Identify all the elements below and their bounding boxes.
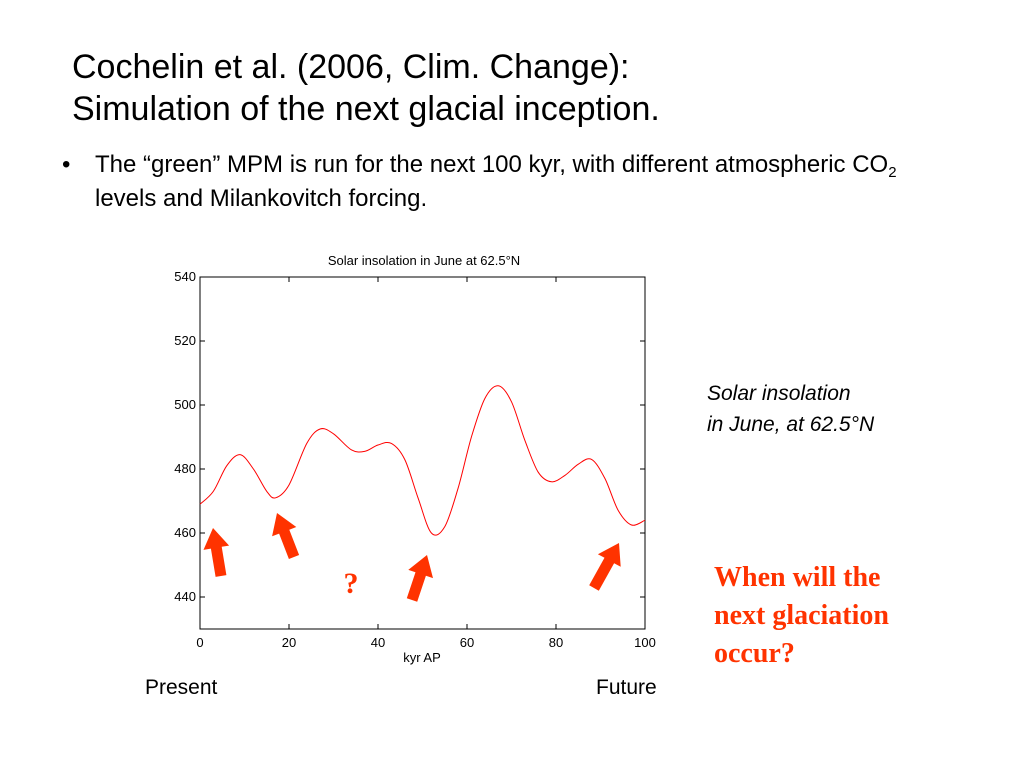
x-axis: 0 20 40 60 80 100 — [196, 277, 656, 650]
caption-line-2: in June, at 62.5°N — [707, 413, 875, 436]
bullet-text-main: The “green” MPM is run for the next 100 … — [95, 151, 889, 178]
x-tick-label: 100 — [634, 635, 656, 650]
red-arrow-icon — [406, 555, 433, 602]
co2-subscript: 2 — [888, 164, 897, 181]
future-label: Future — [596, 676, 657, 699]
chart-title: Solar insolation in June at 62.5°N — [328, 253, 520, 268]
slide-title: Cochelin et al. (2006, Clim. Change): Si… — [72, 46, 660, 130]
caption-line-1: Solar insolation — [707, 382, 851, 405]
present-label: Present — [145, 676, 218, 699]
red-arrow-icon — [203, 528, 230, 577]
chart-caption: Solar insolation in June, at 62.5°N — [707, 378, 874, 440]
plot-frame — [199, 276, 646, 630]
x-axis-label: kyr AP — [403, 650, 441, 665]
x-tick-label: 0 — [196, 635, 203, 650]
bullet-marker: • — [62, 151, 71, 178]
y-tick-label: 480 — [174, 461, 196, 476]
bullet-text: The “green” MPM is run for the next 100 … — [95, 148, 935, 216]
question-line-2: next glaciation — [714, 600, 889, 631]
glaciation-question: When will the next glaciation occur? — [714, 559, 889, 673]
question-line-1: When will the — [714, 562, 881, 593]
x-tick-label: 20 — [282, 635, 296, 650]
y-axis: 440 460 480 500 520 540 — [174, 269, 645, 604]
question-line-3: occur? — [714, 638, 795, 669]
question-mark: ? — [344, 567, 359, 600]
arrows-layer — [203, 513, 621, 602]
title-line-1: Cochelin et al. (2006, Clim. Change): — [72, 48, 630, 86]
x-tick-label: 60 — [460, 635, 474, 650]
insolation-series-line — [199, 385, 646, 536]
bullet-text-end: levels and Milankovitch forcing. — [95, 185, 428, 212]
title-line-2: Simulation of the next glacial inception… — [72, 90, 660, 128]
y-tick-label: 540 — [174, 269, 196, 284]
y-tick-label: 440 — [174, 589, 196, 604]
x-tick-label: 40 — [371, 635, 385, 650]
series-layer — [199, 385, 646, 536]
red-arrow-icon — [589, 543, 621, 591]
y-tick-label: 500 — [174, 397, 196, 412]
y-tick-label: 520 — [174, 333, 196, 348]
y-tick-label: 460 — [174, 525, 196, 540]
x-tick-label: 80 — [549, 635, 563, 650]
red-arrow-icon — [272, 513, 300, 559]
